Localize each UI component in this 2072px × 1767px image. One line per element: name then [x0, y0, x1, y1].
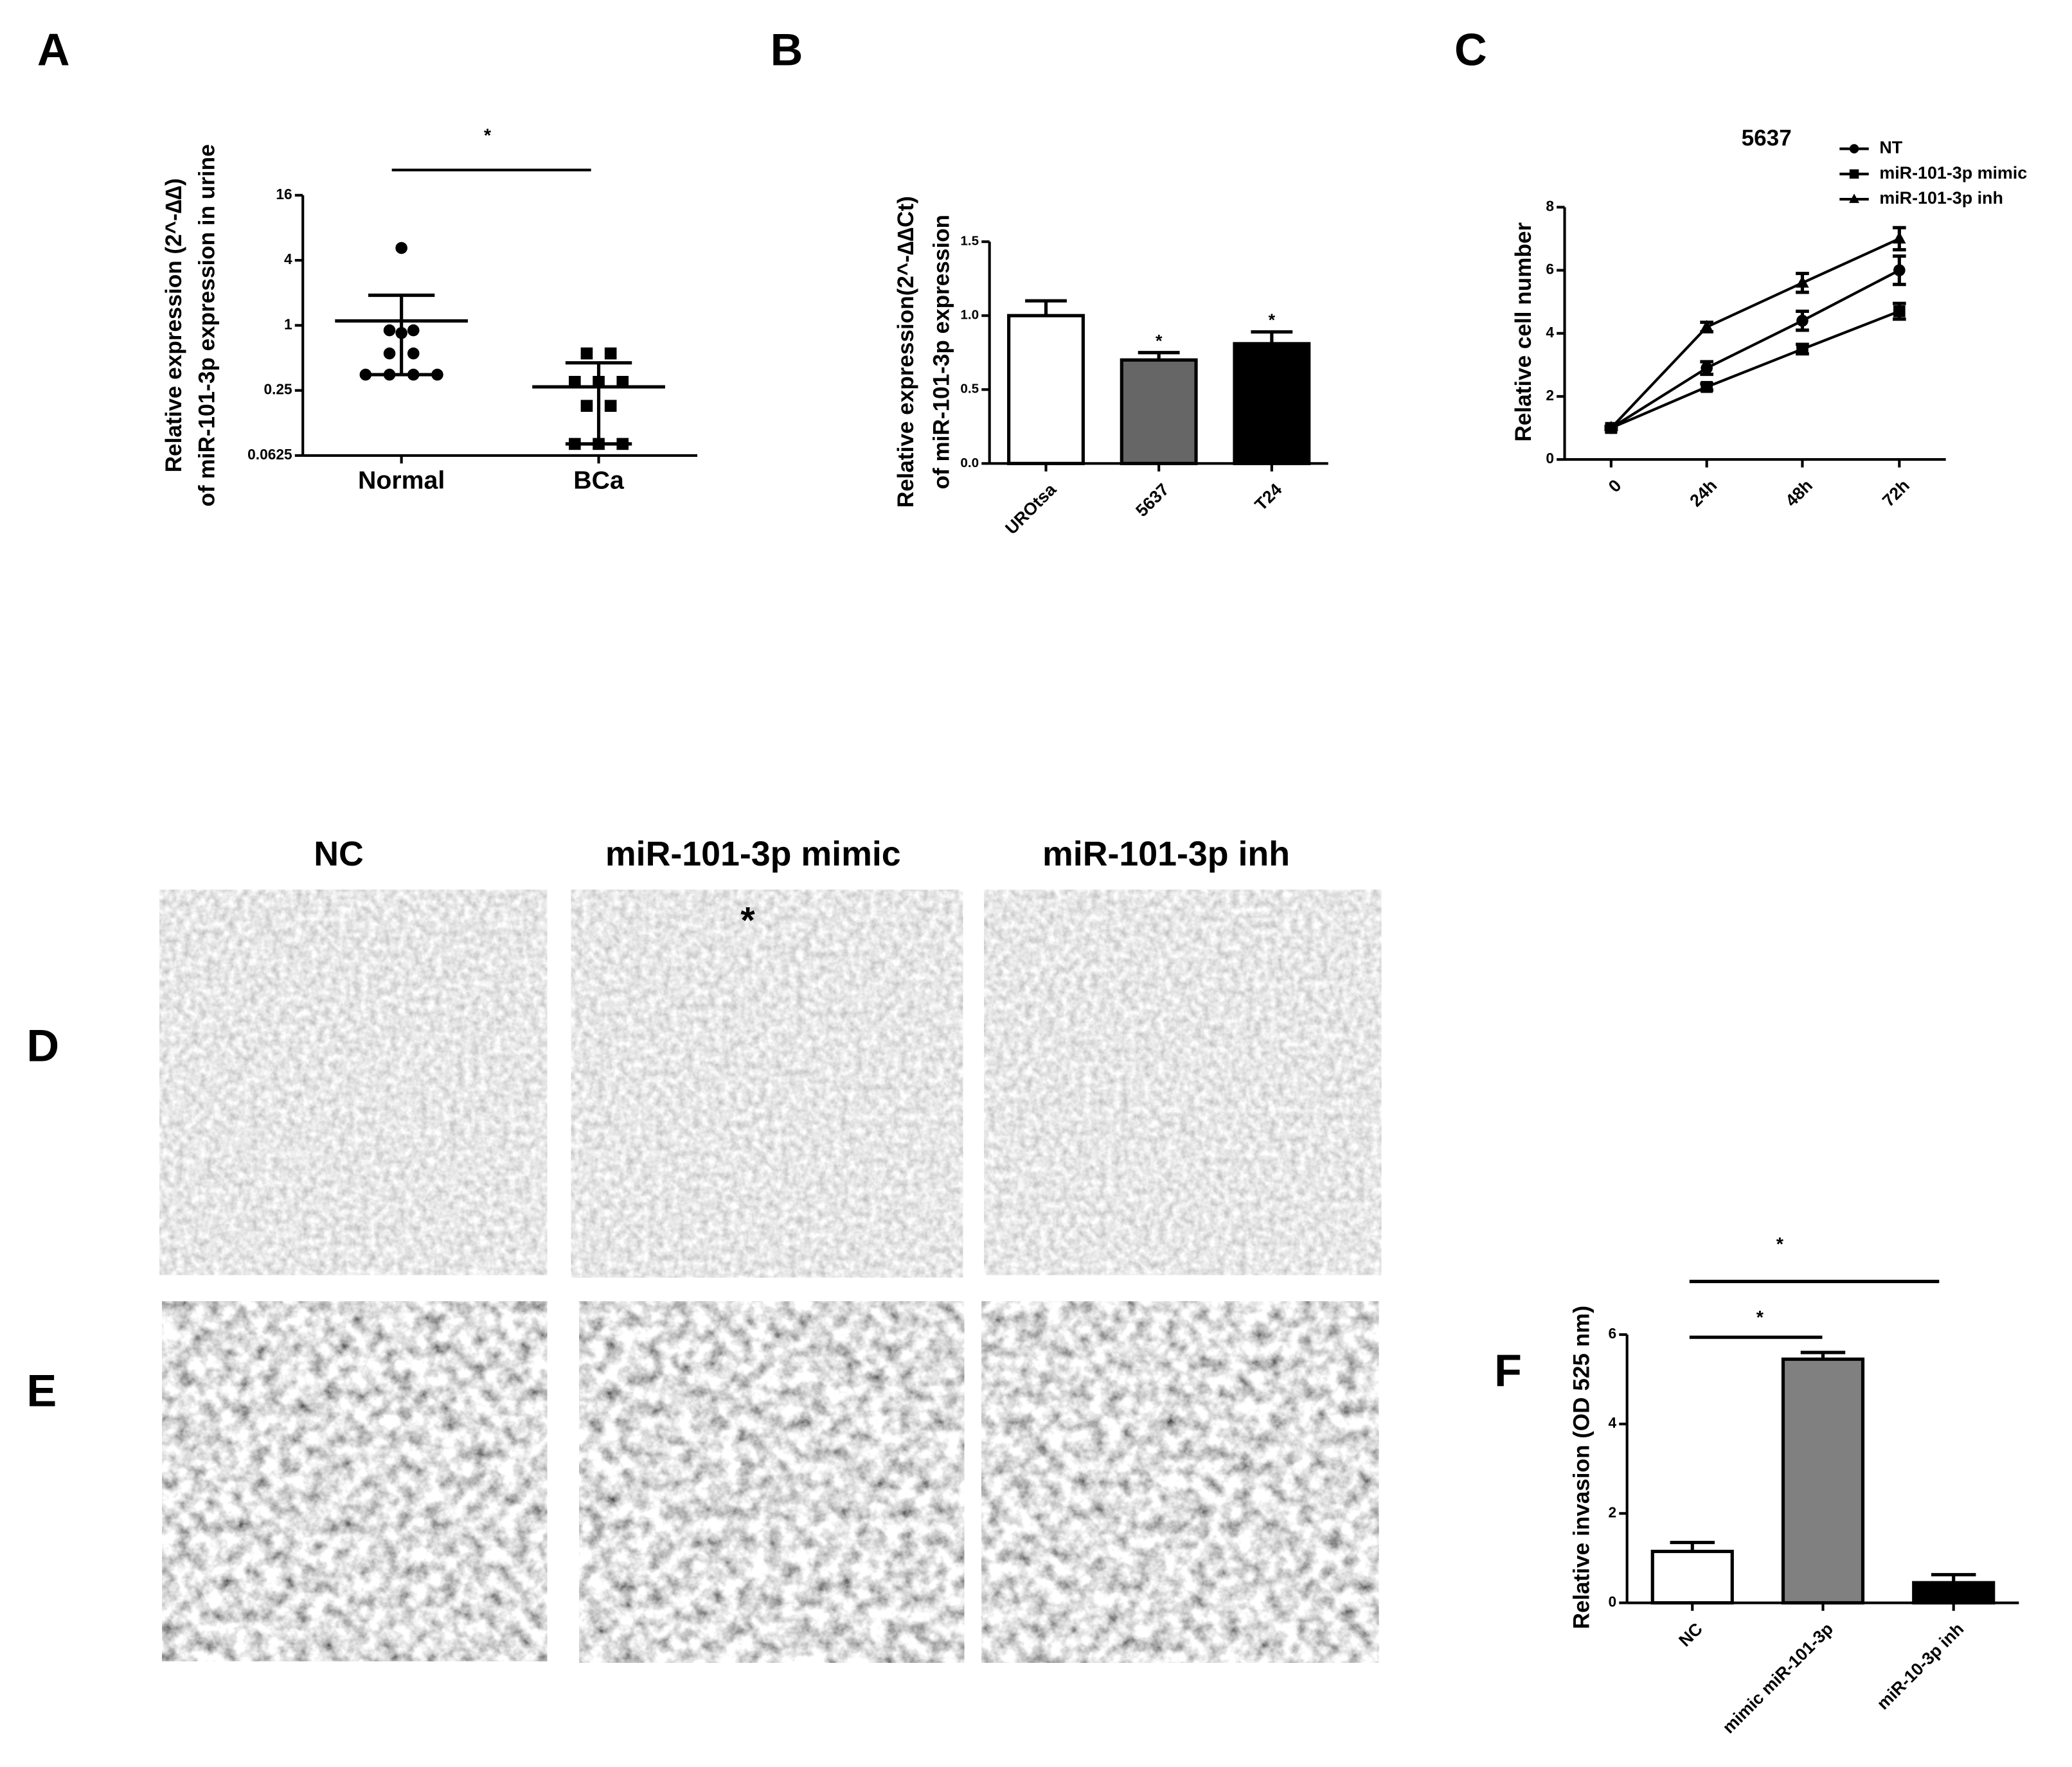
y-axis-label: Relative cell number — [1511, 222, 1536, 442]
legend-label: NT — [1879, 138, 1902, 157]
bar — [1781, 1357, 1865, 1605]
y-axis-label: Relative invasion (OD 525 nm) — [1569, 1306, 1594, 1629]
marker — [1796, 343, 1809, 355]
x-tick-label: 5637 — [1132, 480, 1172, 520]
legend-label: miR-101-3p mimic — [1879, 163, 2027, 182]
image-panels: NC miR-101-3p mimic miR-101-3p inh * D E — [26, 835, 1382, 1663]
point — [359, 368, 372, 381]
y-axis-label: Relative expression(2^-∆∆Ct) — [893, 196, 918, 508]
x-tick-label: UROtsa — [1001, 479, 1060, 538]
x-tick-label: Normal — [358, 466, 445, 495]
panel-label: B — [771, 24, 803, 75]
bar — [1912, 1581, 1996, 1605]
y-tick-label: 0 — [1608, 1594, 1616, 1610]
y-tick-label: 0.0625 — [247, 446, 292, 463]
marker — [1796, 314, 1809, 327]
point — [580, 347, 593, 360]
significance-label: * — [1269, 310, 1276, 330]
y-tick-label: 2 — [1546, 387, 1554, 404]
series-line — [1611, 310, 1900, 429]
marker — [1604, 420, 1618, 433]
y-tick-label: 6 — [1546, 261, 1554, 278]
y-tick-label: 4 — [1608, 1414, 1616, 1431]
point — [431, 368, 443, 381]
micrograph — [162, 1301, 548, 1662]
significance-label: * — [1776, 1234, 1784, 1255]
x-tick-label: BCa — [573, 466, 625, 495]
y-tick-label: 1.5 — [960, 234, 979, 249]
series-line — [1610, 237, 1900, 429]
legend-marker — [1849, 169, 1859, 179]
y-tick-label: 8 — [1546, 197, 1554, 214]
marker — [1796, 276, 1809, 288]
legend-marker — [1849, 193, 1860, 203]
annotation: * — [740, 900, 755, 941]
marker — [1700, 319, 1713, 332]
point — [407, 347, 420, 360]
significance-label: * — [1156, 331, 1163, 350]
x-tick-label: miR-10-3p inh — [1873, 1619, 1968, 1714]
panel-label: A — [37, 24, 70, 75]
point — [616, 376, 629, 388]
legend-marker — [1849, 144, 1859, 154]
panel-label: C — [1454, 24, 1487, 75]
bar — [1120, 358, 1198, 465]
point — [569, 376, 581, 388]
marker — [1893, 231, 1906, 244]
x-tick-label: 48h — [1782, 475, 1816, 510]
marker — [1893, 264, 1906, 276]
y-axis-label: of miR-101-3p expression in urine — [195, 144, 220, 506]
y-tick-label: 4 — [284, 251, 292, 267]
y-tick-label: 4 — [1546, 324, 1554, 341]
x-tick-label: mimic miR-101-3p — [1719, 1619, 1837, 1737]
marker — [1893, 305, 1906, 317]
y-tick-label: 0 — [1546, 450, 1554, 466]
y-tick-label: 16 — [276, 186, 292, 202]
x-tick-label: T24 — [1251, 480, 1286, 515]
y-tick-label: 6 — [1608, 1325, 1616, 1342]
legend-label: miR-101-3p inh — [1879, 188, 2003, 208]
x-tick-label: 72h — [1879, 475, 1913, 510]
point — [604, 400, 617, 412]
significance-label: * — [1756, 1308, 1764, 1328]
point — [383, 347, 396, 360]
panel-label: D — [26, 1020, 59, 1070]
marker — [1701, 362, 1713, 375]
bar — [1650, 1549, 1734, 1605]
micrograph — [159, 889, 548, 1275]
column-title: miR-101-3p mimic — [605, 835, 901, 873]
micrograph — [984, 889, 1382, 1275]
y-tick-label: 2 — [1608, 1504, 1616, 1520]
column-title: NC — [314, 835, 364, 873]
x-tick-label: 24h — [1686, 475, 1720, 510]
point — [580, 400, 593, 412]
bar — [1007, 314, 1085, 465]
y-axis-label: Relative expression (2^-∆∆) — [161, 178, 186, 472]
point — [407, 324, 420, 337]
panel-label: F — [1494, 1345, 1522, 1396]
series-line — [1610, 269, 1900, 429]
bar — [1233, 342, 1311, 465]
x-tick-label: NC — [1675, 1619, 1706, 1651]
y-tick-label: 0.25 — [263, 381, 292, 398]
panel-label: E — [26, 1365, 57, 1416]
micrograph — [571, 889, 963, 1278]
micrograph — [981, 1301, 1379, 1663]
y-axis-label: of miR-101-3p expression — [929, 215, 954, 490]
marker — [1701, 380, 1713, 393]
point — [395, 242, 407, 254]
chart-title: 5637 — [1742, 125, 1792, 150]
y-tick-label: 1.0 — [960, 308, 979, 323]
x-tick-label: 0 — [1605, 475, 1625, 496]
y-tick-label: 0.5 — [960, 382, 979, 396]
y-tick-label: 0.0 — [960, 456, 979, 470]
column-title: miR-101-3p inh — [1042, 835, 1290, 873]
point — [604, 347, 617, 360]
point — [383, 324, 396, 337]
y-tick-label: 1 — [284, 315, 292, 332]
micrograph — [579, 1301, 965, 1663]
significance-label: * — [484, 126, 492, 147]
